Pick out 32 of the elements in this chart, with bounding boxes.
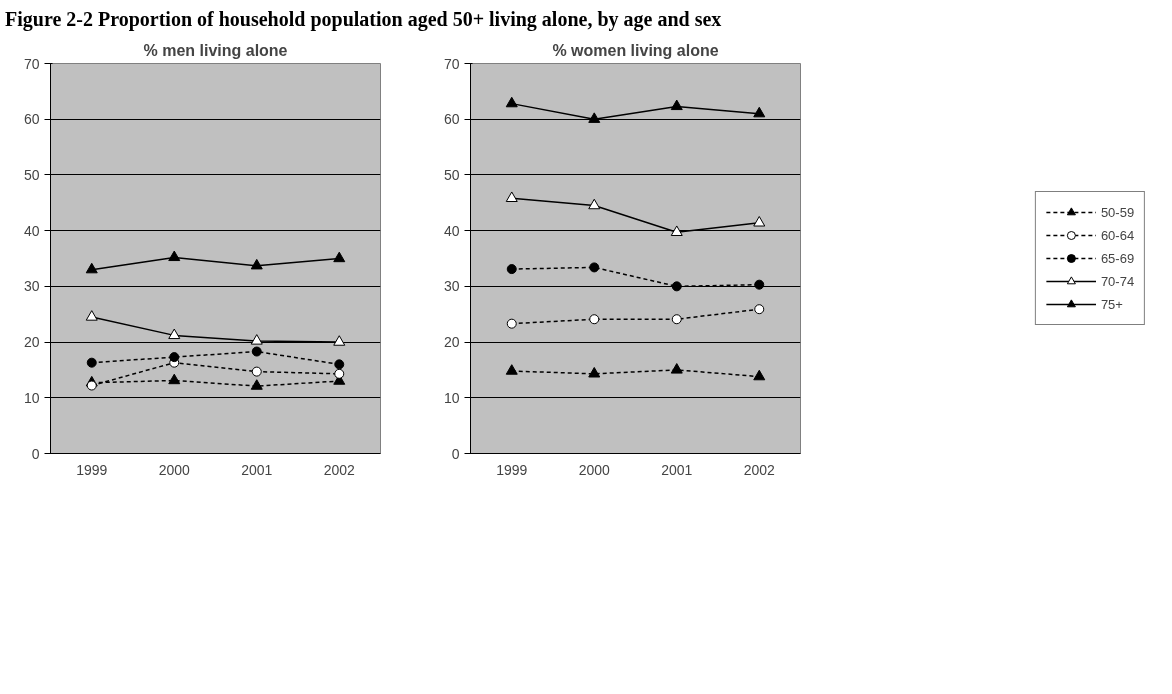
x-tick-label: 2000 <box>578 461 611 478</box>
x-tick-label: 2002 <box>743 461 776 478</box>
y-tick-label: 40 <box>23 222 40 239</box>
x-tick-label: 1999 <box>76 461 108 478</box>
chart-title: % women living alone <box>552 41 719 59</box>
legend-label: 60-64 <box>1100 227 1135 243</box>
y-tick-label: 70 <box>23 55 40 72</box>
y-tick-label: 60 <box>23 111 40 128</box>
legend-label: 70-74 <box>1100 273 1135 289</box>
y-tick-label: 60 <box>443 111 460 128</box>
y-tick-label: 50 <box>23 166 40 183</box>
y-tick-label: 20 <box>23 334 40 351</box>
legend-label: 75+ <box>1100 296 1123 312</box>
x-tick-label: 2001 <box>661 461 693 478</box>
y-tick-label: 10 <box>443 389 460 406</box>
y-tick-label: 30 <box>443 278 460 295</box>
x-tick-label: 2001 <box>241 461 273 478</box>
y-tick-label: 50 <box>443 166 460 183</box>
x-tick-label: 1999 <box>496 461 528 478</box>
x-tick-label: 2002 <box>323 461 356 478</box>
x-tick-label: 2000 <box>158 461 191 478</box>
legend-label: 50-59 <box>1100 204 1135 220</box>
y-tick-label: 0 <box>31 445 40 462</box>
chart-title: % men living alone <box>143 41 288 59</box>
y-tick-label: 0 <box>451 445 460 462</box>
legend-label: 65-69 <box>1100 250 1135 266</box>
y-tick-label: 40 <box>443 222 460 239</box>
y-tick-label: 10 <box>23 389 40 406</box>
y-tick-label: 70 <box>443 55 460 72</box>
y-tick-label: 20 <box>443 334 460 351</box>
y-tick-label: 30 <box>23 278 40 295</box>
caption: Figure 2-2 Proportion of household population aged 50+ living alone, by age and sex <box>5 7 722 33</box>
